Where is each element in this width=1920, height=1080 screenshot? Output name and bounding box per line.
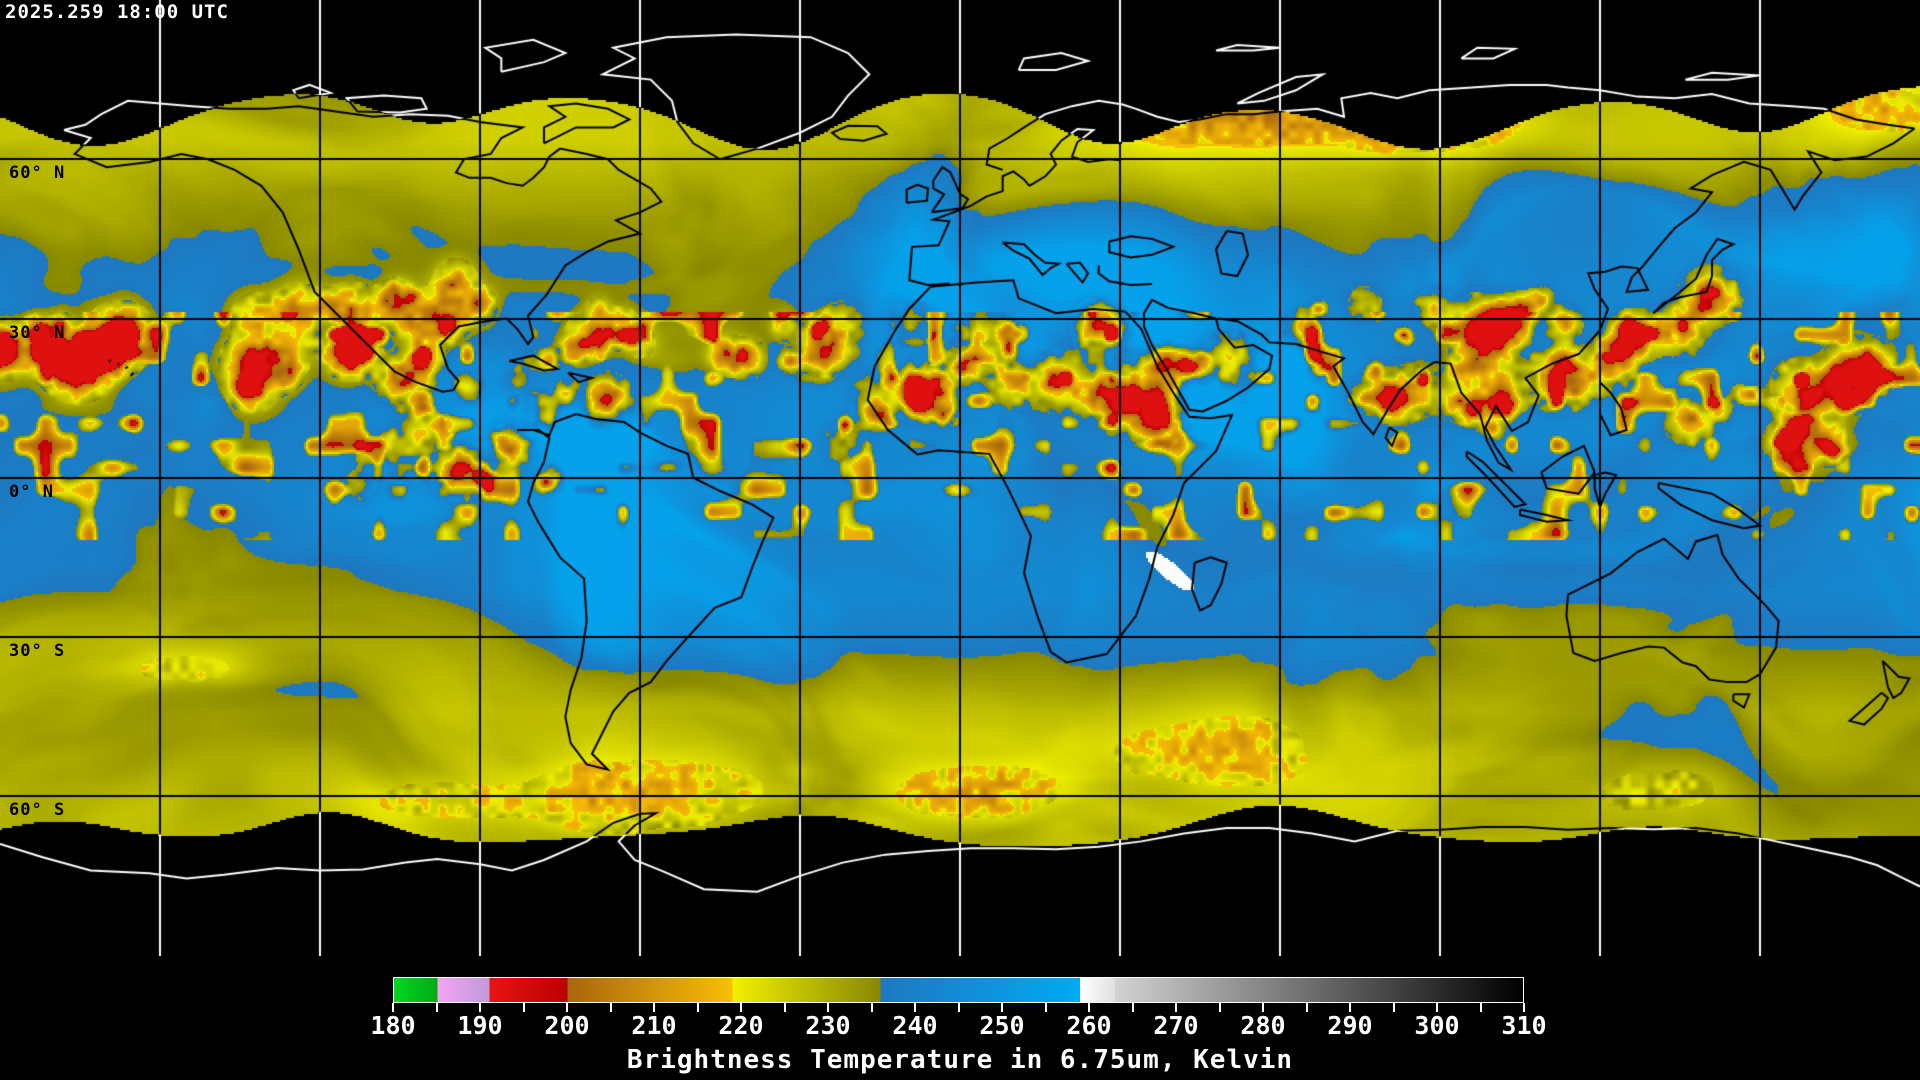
colorbar-tick — [740, 1003, 742, 1012]
colorbar-tick — [1349, 1003, 1351, 1012]
colorbar-tick — [1131, 1003, 1134, 1012]
latitude-label: 60° S — [9, 800, 66, 821]
colorbar-tick — [914, 1003, 916, 1012]
colorbar-tick — [522, 1003, 525, 1012]
colorbar-tick — [1175, 1003, 1177, 1012]
colorbar-tick — [1479, 1003, 1482, 1012]
colorbar-tick — [1262, 1003, 1264, 1012]
colorbar-tick — [1436, 1003, 1438, 1012]
timestamp: 2025.259 18:00 UTC — [5, 1, 229, 23]
colorbar-tick — [653, 1003, 655, 1012]
colorbar-tick — [609, 1003, 612, 1012]
colorbar-tick — [1001, 1003, 1003, 1012]
colorbar-tick — [1392, 1003, 1395, 1012]
colorbar-gradient — [393, 977, 1524, 1003]
colorbar-tick-label: 220 — [718, 1011, 764, 1040]
colorbar-tick — [783, 1003, 786, 1012]
colorbar-tick-label: 230 — [805, 1011, 851, 1040]
latitude-label: 30° S — [9, 641, 66, 661]
colorbar-tick — [435, 1003, 438, 1012]
colorbar-tick-label: 260 — [1066, 1011, 1112, 1040]
colorbar-tick — [827, 1003, 829, 1012]
colorbar-tick-label: 290 — [1327, 1011, 1373, 1040]
colorbar-tick-label: 270 — [1153, 1011, 1199, 1040]
colorbar-tick-label: 300 — [1414, 1011, 1460, 1040]
colorbar-tick — [566, 1003, 568, 1012]
colorbar-tick — [1305, 1003, 1308, 1012]
colorbar-tick — [696, 1003, 699, 1012]
colorbar-tick-label: 200 — [544, 1011, 590, 1040]
colorbar-tick — [1218, 1003, 1221, 1012]
colorbar-tick-label: 180 — [370, 1011, 416, 1040]
colorbar-tick — [870, 1003, 873, 1012]
colorbar-tick-label: 240 — [892, 1011, 938, 1040]
latitude-label: 30° N — [9, 322, 66, 343]
colorbar-tick — [1088, 1003, 1090, 1012]
colorbar-tick-label: 190 — [457, 1011, 503, 1040]
colorbar-tick-label: 310 — [1501, 1011, 1547, 1040]
colorbar-tick-label: 250 — [979, 1011, 1025, 1040]
colorbar-caption: Brightness Temperature in 6.75um, Kelvin — [626, 1045, 1294, 1075]
latitude-label: 0° N — [9, 481, 54, 502]
latitude-label: 60° N — [9, 163, 66, 184]
colorbar-tick — [1044, 1003, 1047, 1012]
colorbar-tick-label: 210 — [631, 1011, 677, 1040]
colorbar-tick — [479, 1003, 481, 1012]
colorbar-tick — [392, 1003, 394, 1012]
colorbar-tick — [957, 1003, 960, 1012]
colorbar-tick-label: 280 — [1240, 1011, 1286, 1040]
colorbar-tick — [1523, 1003, 1525, 1012]
